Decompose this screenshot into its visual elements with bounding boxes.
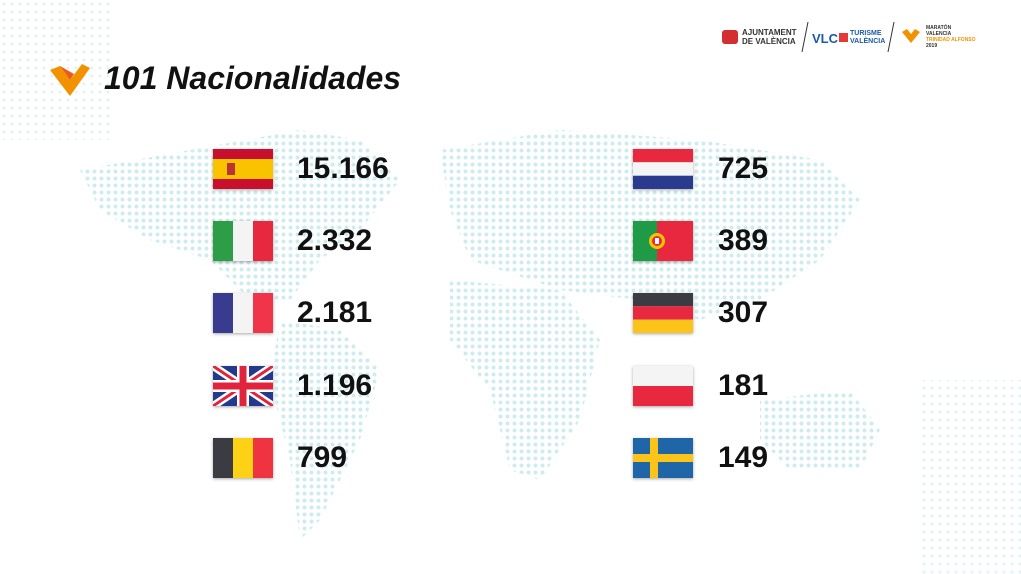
ajuntament-icon [722,30,738,44]
logo-text: TURISME [850,30,882,37]
logo-text: VALÈNCIA [850,38,886,45]
count: 307 [718,296,769,329]
separator [887,22,895,52]
flag-belgium [213,438,273,478]
flag-netherlands [633,149,693,189]
flag-portugal [633,221,693,261]
title: 101 Nacionalidades [104,60,402,96]
logo-text: AJUNTAMENT [742,28,797,37]
logo-text: 2019 [926,43,938,49]
corner-dots [920,380,1021,574]
flag-sweden [633,438,693,478]
turisme-logo: TURISME VALÈNCIA [850,30,885,46]
count: 181 [718,369,769,402]
count: 15.166 [297,152,389,185]
map-africa [450,280,600,480]
vlc-square [839,33,848,42]
ajuntament-logo: AJUNTAMENT DE VALÈNCIA [742,28,797,46]
logo-text: TRINIDAD ALFONSO [926,37,976,43]
flag-spain [213,149,273,189]
count: 725 [718,152,769,185]
title-icon [50,64,90,96]
logo-text: MARATÓN [926,25,952,31]
count: 1.196 [297,369,373,402]
flag-germany [633,293,693,333]
count: 799 [297,441,348,474]
maraton-icon [902,29,920,43]
count: 2.181 [297,296,373,329]
maraton-logo: MARATÓN VALENCIA TRINIDAD ALFONSO 2019 [926,25,976,49]
logo-text: DE VALÈNCIA [742,37,796,46]
map-south-america [270,320,380,540]
flag-france [213,293,273,333]
logo-text: VALENCIA [926,31,952,37]
count: 389 [718,224,769,257]
flag-poland [633,366,693,406]
map-north-america [80,130,400,300]
separator [801,22,809,52]
count: 149 [718,441,769,474]
flag-uk [213,366,273,406]
logos: AJUNTAMENT DE VALÈNCIA VLC TURISME VALÈN… [720,22,1010,52]
map-australia [760,390,880,470]
count: 2.332 [297,224,373,257]
flag-italy [213,221,273,261]
vlc-logo: VLC [812,31,838,46]
